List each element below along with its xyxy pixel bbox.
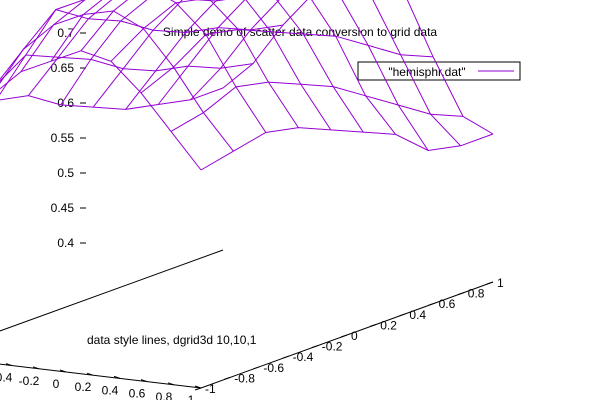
x-tick-label: 1 xyxy=(188,393,195,400)
legend-label: "hemisphr.dat" xyxy=(388,65,465,79)
mesh-row-9 xyxy=(222,0,494,135)
x-tick-5 xyxy=(59,369,67,373)
x-tick-label: 0 xyxy=(53,377,60,391)
y-tick-4 xyxy=(311,345,318,349)
mesh-col-6 xyxy=(110,0,199,62)
z-tick-label: 0.6 xyxy=(57,96,74,110)
y-tick-label: -0.4 xyxy=(293,350,314,364)
x-tick-10 xyxy=(194,385,202,389)
mesh-row-8 xyxy=(190,0,461,147)
y-tick-0 xyxy=(194,387,202,391)
mesh-row-3 xyxy=(28,0,299,128)
y-tick-10 xyxy=(486,281,494,285)
x-tick-label: -0.4 xyxy=(0,371,13,385)
x-tick-label: -0.2 xyxy=(19,374,40,388)
ticks: -1-0.8-0.6-0.4-0.200.20.40.60.81-1-0.8-0… xyxy=(0,26,504,400)
z-tick-label: 0.45 xyxy=(51,201,75,215)
y-tick-label: -0.8 xyxy=(234,371,255,385)
y-tick-7 xyxy=(399,313,406,317)
legend: "hemisphr.dat" xyxy=(357,61,521,81)
x-tick-6 xyxy=(86,372,94,376)
mesh-row-1 xyxy=(0,10,234,152)
mesh-row-2 xyxy=(0,0,267,133)
z-tick-label: 0.5 xyxy=(57,166,74,180)
x-tick-8 xyxy=(140,379,148,383)
mesh-row-6 xyxy=(125,0,396,135)
mesh-row-4 xyxy=(60,0,332,131)
y-tick-label: -1 xyxy=(205,382,216,396)
x-tick-3 xyxy=(5,363,13,367)
y-tick-label: 0 xyxy=(351,329,358,343)
y-tick-9 xyxy=(457,292,464,296)
mesh-row-5 xyxy=(92,0,364,133)
surface-mesh xyxy=(0,0,494,171)
x-tick-label: 0.4 xyxy=(102,383,119,397)
x-tick-4 xyxy=(32,366,40,370)
mesh-col-7 xyxy=(140,28,434,94)
z-tick-label: 0.4 xyxy=(57,236,74,250)
back-x-line xyxy=(0,249,224,332)
y-tick-label: -0.6 xyxy=(263,361,284,375)
y-tick-6 xyxy=(370,323,377,327)
mesh-col-2 xyxy=(0,9,283,84)
x-axis-label: data style lines, dgrid3d 10,10,1 xyxy=(87,333,257,347)
y-tick-3 xyxy=(282,355,289,359)
mesh-col-3 xyxy=(20,0,226,72)
mesh-row-0 xyxy=(0,50,202,171)
legend-box xyxy=(357,61,521,81)
y-tick-2 xyxy=(253,366,260,370)
x-tick-label: 0.2 xyxy=(75,380,92,394)
mesh-col-9 xyxy=(200,127,494,171)
x-tick-label: 0.8 xyxy=(156,390,173,400)
x-tick-label: 0.6 xyxy=(129,387,146,400)
mesh-col-4 xyxy=(50,0,103,62)
mesh-col-1 xyxy=(0,54,254,82)
x-tick-9 xyxy=(167,382,175,386)
mesh-row-7 xyxy=(157,0,429,151)
z-tick-label: 0.65 xyxy=(51,61,75,75)
y-tick-label: 0.6 xyxy=(439,297,456,311)
y-tick-label: 1 xyxy=(497,276,504,290)
y-tick-5 xyxy=(340,334,348,338)
x-tick-7 xyxy=(113,375,121,379)
mesh-col-0 xyxy=(0,87,224,110)
z-tick-label: 0.7 xyxy=(57,26,74,40)
y-tick-1 xyxy=(224,376,231,380)
z-tick-label: 0.55 xyxy=(51,131,75,145)
y-tick-label: -0.2 xyxy=(322,340,343,354)
y-tick-8 xyxy=(428,302,435,306)
mesh-col-8 xyxy=(170,81,464,132)
y-tick-label: 0.2 xyxy=(380,318,397,332)
y-tick-label: 0.4 xyxy=(409,308,426,322)
y-tick-label: 0.8 xyxy=(468,287,485,301)
